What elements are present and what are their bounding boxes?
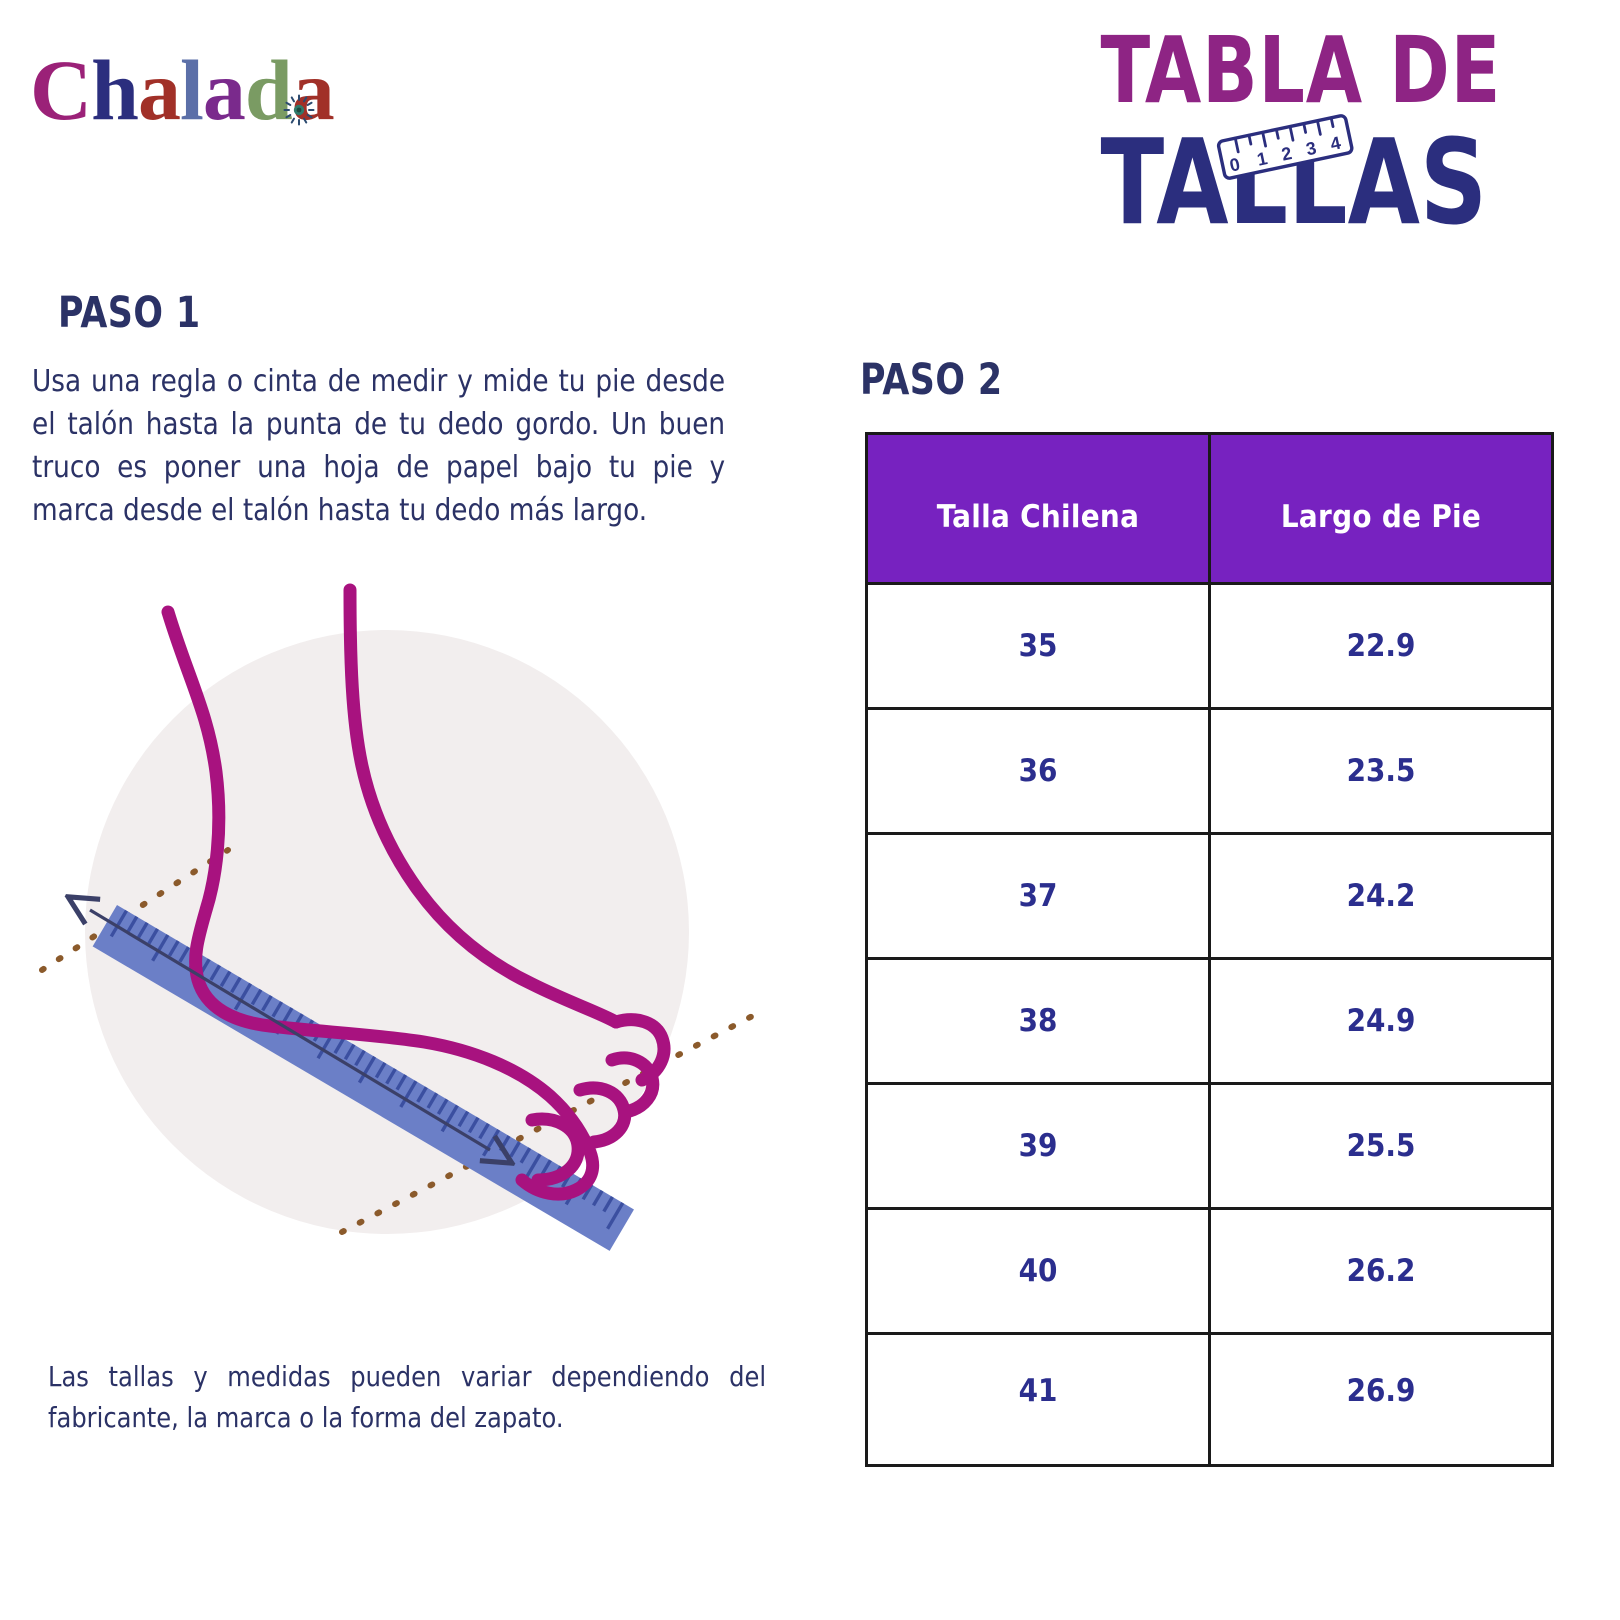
cell-largo: 24.9 bbox=[1208, 957, 1554, 1085]
ruler-tick-2: 2 bbox=[1280, 143, 1294, 165]
table-row: 38 24.9 bbox=[865, 957, 1554, 1085]
table-row: 36 23.5 bbox=[865, 707, 1554, 835]
size-chart-body: 35 22.9 36 23.5 37 24.2 38 24.9 39 25.5 … bbox=[865, 582, 1554, 1467]
footnote-text: Las tallas y medidas pueden variar depen… bbox=[48, 1360, 767, 1434]
cell-talla: 41 bbox=[865, 1332, 1211, 1467]
ruler-tick-3: 3 bbox=[1304, 138, 1318, 160]
logo-letter-c: C bbox=[30, 42, 92, 138]
cell-largo: 22.9 bbox=[1208, 582, 1554, 710]
table-header-row: Talla Chilena Largo de Pie bbox=[865, 432, 1554, 585]
cell-talla: 37 bbox=[865, 832, 1211, 960]
cell-talla: 38 bbox=[865, 957, 1211, 1085]
logo-letter-l: l bbox=[179, 42, 204, 138]
cell-talla: 36 bbox=[865, 707, 1211, 835]
cell-largo: 25.5 bbox=[1208, 1082, 1554, 1210]
table-row: 41 26.9 bbox=[865, 1332, 1554, 1467]
ruler-icon: 0 1 2 3 4 bbox=[1216, 114, 1354, 180]
measurement-arrow bbox=[90, 910, 490, 1150]
step-1-body-text: Usa una regla o cinta de medir y mide tu… bbox=[32, 364, 726, 528]
column-header-talla-chilena: Talla Chilena bbox=[865, 432, 1211, 585]
logo-letter-a2: a bbox=[202, 42, 246, 138]
flower-icon bbox=[283, 94, 315, 126]
brand-logo: Chalada bbox=[30, 35, 390, 145]
toe-reference-dotted-line bbox=[339, 1009, 760, 1235]
page-headline: TABLA DE TALLAS 0 1 2 3 4 bbox=[1090, 18, 1610, 298]
headline-line-1: TABLA DE bbox=[1100, 17, 1502, 124]
table-row: 37 24.2 bbox=[865, 832, 1554, 960]
foot-measurement-illustration bbox=[39, 583, 760, 1251]
cell-largo: 24.2 bbox=[1208, 832, 1554, 960]
cell-talla: 39 bbox=[865, 1082, 1211, 1210]
ruler-tick-4: 4 bbox=[1329, 133, 1343, 155]
step-1-heading: PASO 1 bbox=[58, 288, 201, 338]
table-row: 35 22.9 bbox=[865, 582, 1554, 710]
brand-logo-text: Chalada bbox=[30, 35, 390, 145]
cell-largo: 26.2 bbox=[1208, 1207, 1554, 1335]
cell-largo: 23.5 bbox=[1208, 707, 1554, 835]
cell-talla: 40 bbox=[865, 1207, 1211, 1335]
step-2-heading: PASO 2 bbox=[860, 355, 1003, 405]
table-row: 40 26.2 bbox=[865, 1207, 1554, 1335]
cell-talla: 35 bbox=[865, 582, 1211, 710]
logo-letter-h: h bbox=[91, 42, 139, 138]
heel-reference-dotted-line bbox=[39, 847, 231, 973]
logo-letter-a1: a bbox=[137, 42, 181, 138]
ruler-tick-0: 0 bbox=[1228, 154, 1242, 176]
size-chart-table: Talla Chilena Largo de Pie 35 22.9 36 23… bbox=[865, 432, 1554, 1467]
cell-largo: 26.9 bbox=[1208, 1332, 1554, 1467]
logo-letter-d: d bbox=[244, 42, 293, 138]
ruler-tick-1: 1 bbox=[1255, 148, 1269, 170]
column-header-largo-de-pie: Largo de Pie bbox=[1208, 432, 1554, 585]
table-row: 39 25.5 bbox=[865, 1082, 1554, 1210]
